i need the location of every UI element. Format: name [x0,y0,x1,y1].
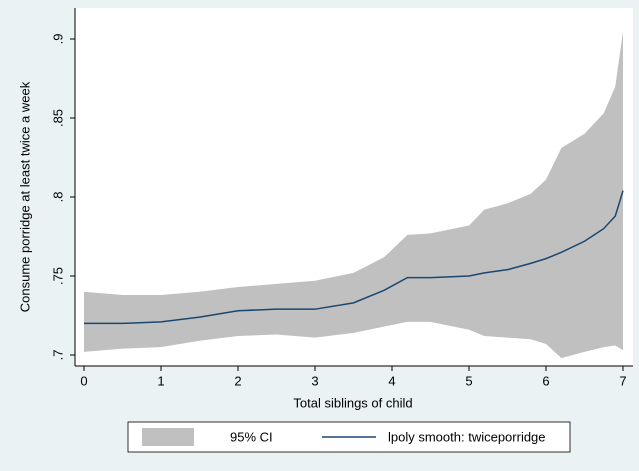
legend-label: 95% CI [230,429,273,444]
x-tick-label: 3 [311,373,318,388]
x-tick-label: 7 [619,373,626,388]
y-tick-label: .9 [50,34,65,45]
y-axis-title: Consume porridge at least twice a week [17,81,32,312]
y-tick-label: .75 [50,267,65,285]
legend-swatch [142,428,194,446]
smooth-line [84,190,624,325]
y-tick-label: .8 [50,192,65,203]
x-tick-label: 2 [234,373,241,388]
legend [127,421,571,453]
ci-band [84,31,623,359]
x-axis-title: Total siblings of child [293,395,412,410]
x-tick-label: 0 [80,373,87,388]
y-tick-label: .7 [50,350,65,361]
x-tick-label: 5 [465,373,472,388]
x-tick-label: 1 [157,373,164,388]
x-tick-label: 6 [542,373,549,388]
legend-label: lpoly smooth: twiceporridge [388,429,546,444]
y-tick-label: .85 [50,109,65,127]
x-tick-label: 4 [388,373,395,388]
